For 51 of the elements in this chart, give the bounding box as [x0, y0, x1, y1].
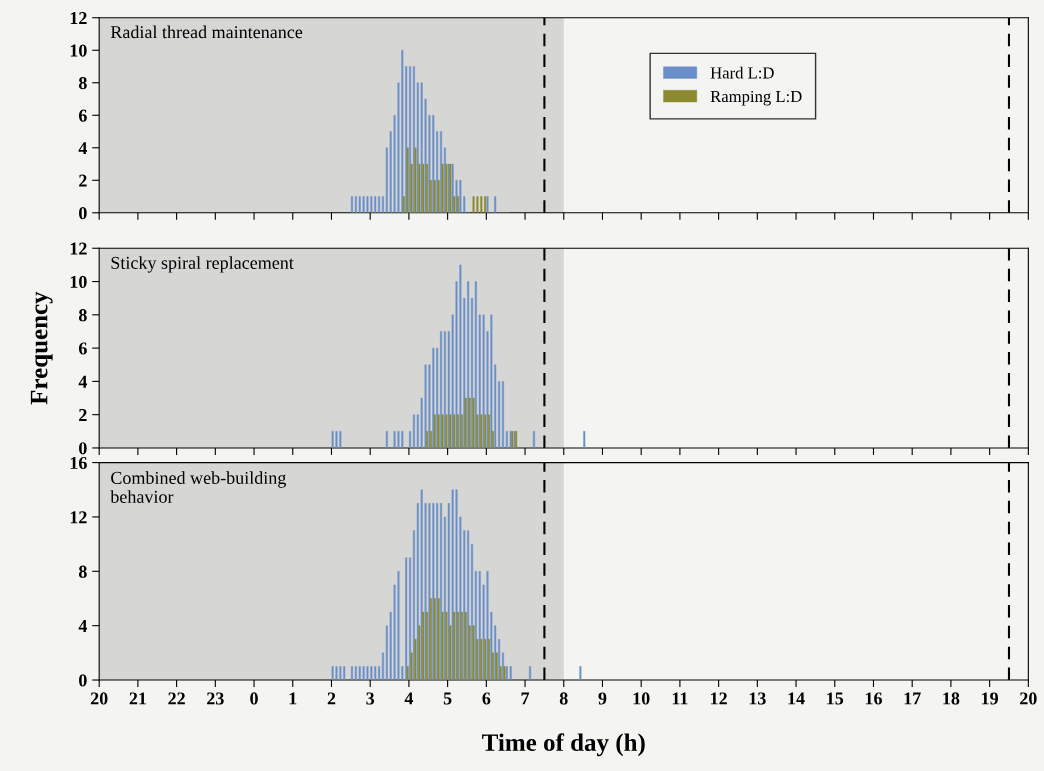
x-tick-label: 20 — [1020, 692, 1037, 705]
x-tick-label: 22 — [168, 692, 185, 705]
x-tick-label: 5 — [443, 692, 452, 705]
y-tick-label: 6 — [78, 342, 87, 355]
x-tick-label: 19 — [982, 692, 998, 705]
x-tick-label: 10 — [633, 692, 650, 705]
y-tick-label: 12 — [70, 511, 87, 524]
y-tick-label: 10 — [70, 44, 87, 57]
annotation: Sticky spiral replacement — [111, 256, 294, 273]
x-tick-label: 21 — [129, 692, 146, 705]
y-tick-label: 4 — [78, 142, 88, 155]
y-tick-label: 12 — [70, 242, 87, 255]
legend-label: Hard L:D — [710, 66, 774, 79]
x-tick-label: 23 — [207, 692, 224, 705]
y-tick-label: 8 — [78, 565, 87, 578]
y-tick-label: 10 — [70, 275, 87, 288]
x-tick-label: 15 — [827, 692, 844, 705]
y-tick-label: 6 — [78, 109, 87, 122]
x-tick-label: 2 — [327, 692, 336, 705]
y-axis-title: Frequency — [30, 291, 53, 405]
x-tick-label: 4 — [404, 692, 414, 705]
x-tick-label: 16 — [865, 692, 882, 705]
annotation: Radial thread maintenance — [110, 25, 303, 39]
x-tick-label: 8 — [559, 692, 568, 705]
y-tick-label: 12 — [70, 12, 87, 24]
y-tick-label: 4 — [78, 620, 88, 632]
x-tick-label: 6 — [482, 692, 491, 705]
x-tick-label: 9 — [598, 692, 607, 705]
x-tick-label: 11 — [672, 692, 688, 705]
y-tick-label: 8 — [78, 77, 87, 90]
x-tick-label: 7 — [521, 692, 530, 705]
annotation: Combined web-building behavior — [110, 471, 287, 503]
x-tick-label: 1 — [289, 692, 297, 705]
legend-label: Ramping L:D — [710, 90, 802, 106]
x-tick-label: 13 — [749, 692, 766, 705]
y-tick-label: 0 — [79, 207, 87, 220]
y-tick-label: 16 — [70, 456, 87, 470]
x-tick-label: 3 — [366, 692, 375, 705]
y-tick-label: 2 — [79, 174, 87, 187]
x-tick-label: 0 — [250, 692, 258, 705]
y-tick-label: 4 — [78, 375, 88, 388]
x-tick-label: 17 — [904, 692, 921, 705]
x-tick-label: 14 — [788, 692, 805, 705]
y-tick-label: 2 — [79, 408, 87, 421]
y-tick-label: 0 — [79, 442, 87, 455]
y-tick-label: 0 — [79, 674, 87, 687]
x-axis-title: Time of day (h) — [482, 733, 645, 757]
x-tick-label: 12 — [711, 692, 727, 705]
y-tick-label: 8 — [78, 309, 87, 322]
x-tick-label: 18 — [943, 692, 960, 705]
x-tick-label: 20 — [90, 692, 108, 705]
